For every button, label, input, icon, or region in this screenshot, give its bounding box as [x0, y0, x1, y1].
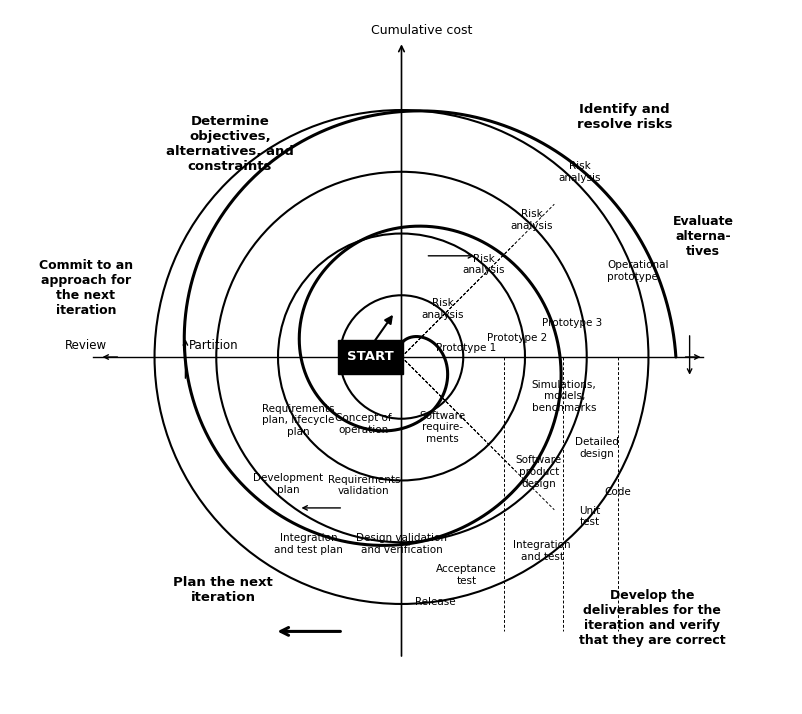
Text: Detailed
design: Detailed design [574, 437, 618, 458]
Text: Risk
analysis: Risk analysis [558, 161, 601, 183]
Text: Design validation
and verification: Design validation and verification [355, 533, 447, 555]
Text: Partition: Partition [188, 339, 238, 352]
Text: Review: Review [65, 339, 107, 352]
Text: Requirements
plan, lifecycle
plan: Requirements plan, lifecycle plan [262, 404, 334, 437]
Text: START: START [346, 351, 394, 363]
Text: Release: Release [415, 597, 456, 607]
Text: Plan the next
iteration: Plan the next iteration [173, 576, 273, 604]
Text: Prototype 3: Prototype 3 [541, 318, 602, 328]
Text: Software
product
design: Software product design [515, 456, 561, 488]
Text: Operational
prototype: Operational prototype [606, 261, 668, 282]
Text: Prototype 2: Prototype 2 [487, 333, 547, 343]
Text: Identify and
resolve risks: Identify and resolve risks [576, 103, 671, 131]
Text: Software
require-
ments: Software require- ments [419, 411, 465, 444]
Text: Risk
analysis: Risk analysis [510, 209, 553, 231]
Text: Concept of
operation: Concept of operation [335, 413, 391, 435]
Text: Requirements
validation: Requirements validation [327, 475, 399, 496]
Text: Unit
test: Unit test [579, 506, 600, 528]
Text: Integration
and test plan: Integration and test plan [274, 533, 343, 555]
Text: Cumulative cost: Cumulative cost [371, 24, 472, 37]
Text: Determine
objectives,
alternatives, and
constraints: Determine objectives, alternatives, and … [166, 116, 294, 174]
Text: Integration
and test: Integration and test [512, 540, 570, 562]
Text: Risk
analysis: Risk analysis [421, 298, 464, 320]
Text: Simulations,
models,
benchmarks: Simulations, models, benchmarks [531, 380, 596, 413]
Bar [338, 340, 403, 374]
Text: Commit to an
approach for
the next
iteration: Commit to an approach for the next itera… [38, 259, 133, 318]
Text: Develop the
deliverables for the
iteration and verify
that they are correct: Develop the deliverables for the iterati… [578, 588, 724, 647]
Text: Code: Code [603, 488, 630, 498]
Text: Acceptance
test: Acceptance test [435, 564, 496, 585]
Text: Risk
analysis: Risk analysis [462, 253, 504, 275]
Text: Prototype 1: Prototype 1 [435, 343, 496, 353]
Text: Development
plan: Development plan [253, 473, 323, 495]
Text: Evaluate
alterna-
tives: Evaluate alterna- tives [672, 216, 733, 258]
